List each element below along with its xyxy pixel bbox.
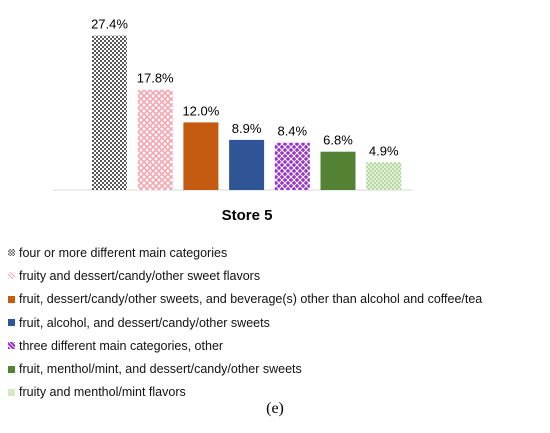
legend-swatch-6 [8, 365, 15, 373]
legend-item-1: four or more different main categories [8, 241, 548, 264]
bar-2 [137, 89, 173, 190]
legend-label-1: four or more different main categories [19, 245, 228, 260]
value-label-6: 6.8% [323, 133, 353, 148]
bar-chart: 27.4% 17.8% 12.0% 8.9% 8.4% 6.8% 4.9% Store 5 [53, 17, 413, 224]
bar-6 [320, 151, 356, 190]
legend-item-6: fruit, menthol/mint, and dessert/candy/o… [8, 357, 548, 380]
legend-swatch-7 [8, 388, 15, 396]
bar-4 [229, 139, 265, 190]
legend-swatch-5 [8, 342, 15, 350]
legend-item-4: fruit, alcohol, and dessert/candy/other … [8, 311, 548, 334]
value-label-3: 12.0% [182, 103, 219, 118]
legend-label-4: fruit, alcohol, and dessert/candy/other … [19, 315, 270, 330]
legend-swatch-3 [8, 295, 15, 303]
legend-swatch-1 [8, 249, 15, 257]
legend-item-2: fruity and dessert/candy/other sweet fla… [8, 264, 548, 287]
legend-swatch-2 [8, 272, 15, 280]
legend-item-7: fruity and menthol/mint flavors [8, 381, 548, 404]
bar-1 [92, 35, 127, 190]
legend-label-3: fruit, dessert/candy/other sweets, and b… [19, 292, 483, 307]
x-axis-label: Store 5 [222, 207, 273, 224]
value-label-1: 27.4% [91, 17, 128, 32]
legend-label-6: fruit, menthol/mint, and dessert/candy/o… [19, 362, 302, 377]
value-label-4: 8.9% [232, 121, 262, 136]
bar-3 [183, 122, 219, 190]
value-label-2: 17.8% [137, 71, 174, 86]
legend-label-7: fruity and menthol/mint flavors [19, 385, 186, 400]
legend-label-5: three different main categories, other [19, 338, 224, 353]
value-labels-group: 27.4% 17.8% 12.0% 8.9% 8.4% 6.8% 4.9% [91, 17, 399, 159]
value-label-5: 8.4% [277, 124, 307, 139]
legend-label-2: fruity and dessert/candy/other sweet fla… [19, 268, 261, 283]
legend: four or more different main categories fr… [8, 241, 548, 404]
bar-5 [274, 142, 310, 190]
value-label-7: 4.9% [369, 143, 399, 158]
legend-swatch-4 [8, 319, 15, 327]
legend-item-3: fruit, dessert/candy/other sweets, and b… [8, 288, 548, 311]
legend-item-5: three different main categories, other [8, 334, 548, 357]
bars-group [92, 35, 402, 190]
bar-7 [366, 162, 402, 190]
panel-label: (e) [266, 400, 284, 417]
